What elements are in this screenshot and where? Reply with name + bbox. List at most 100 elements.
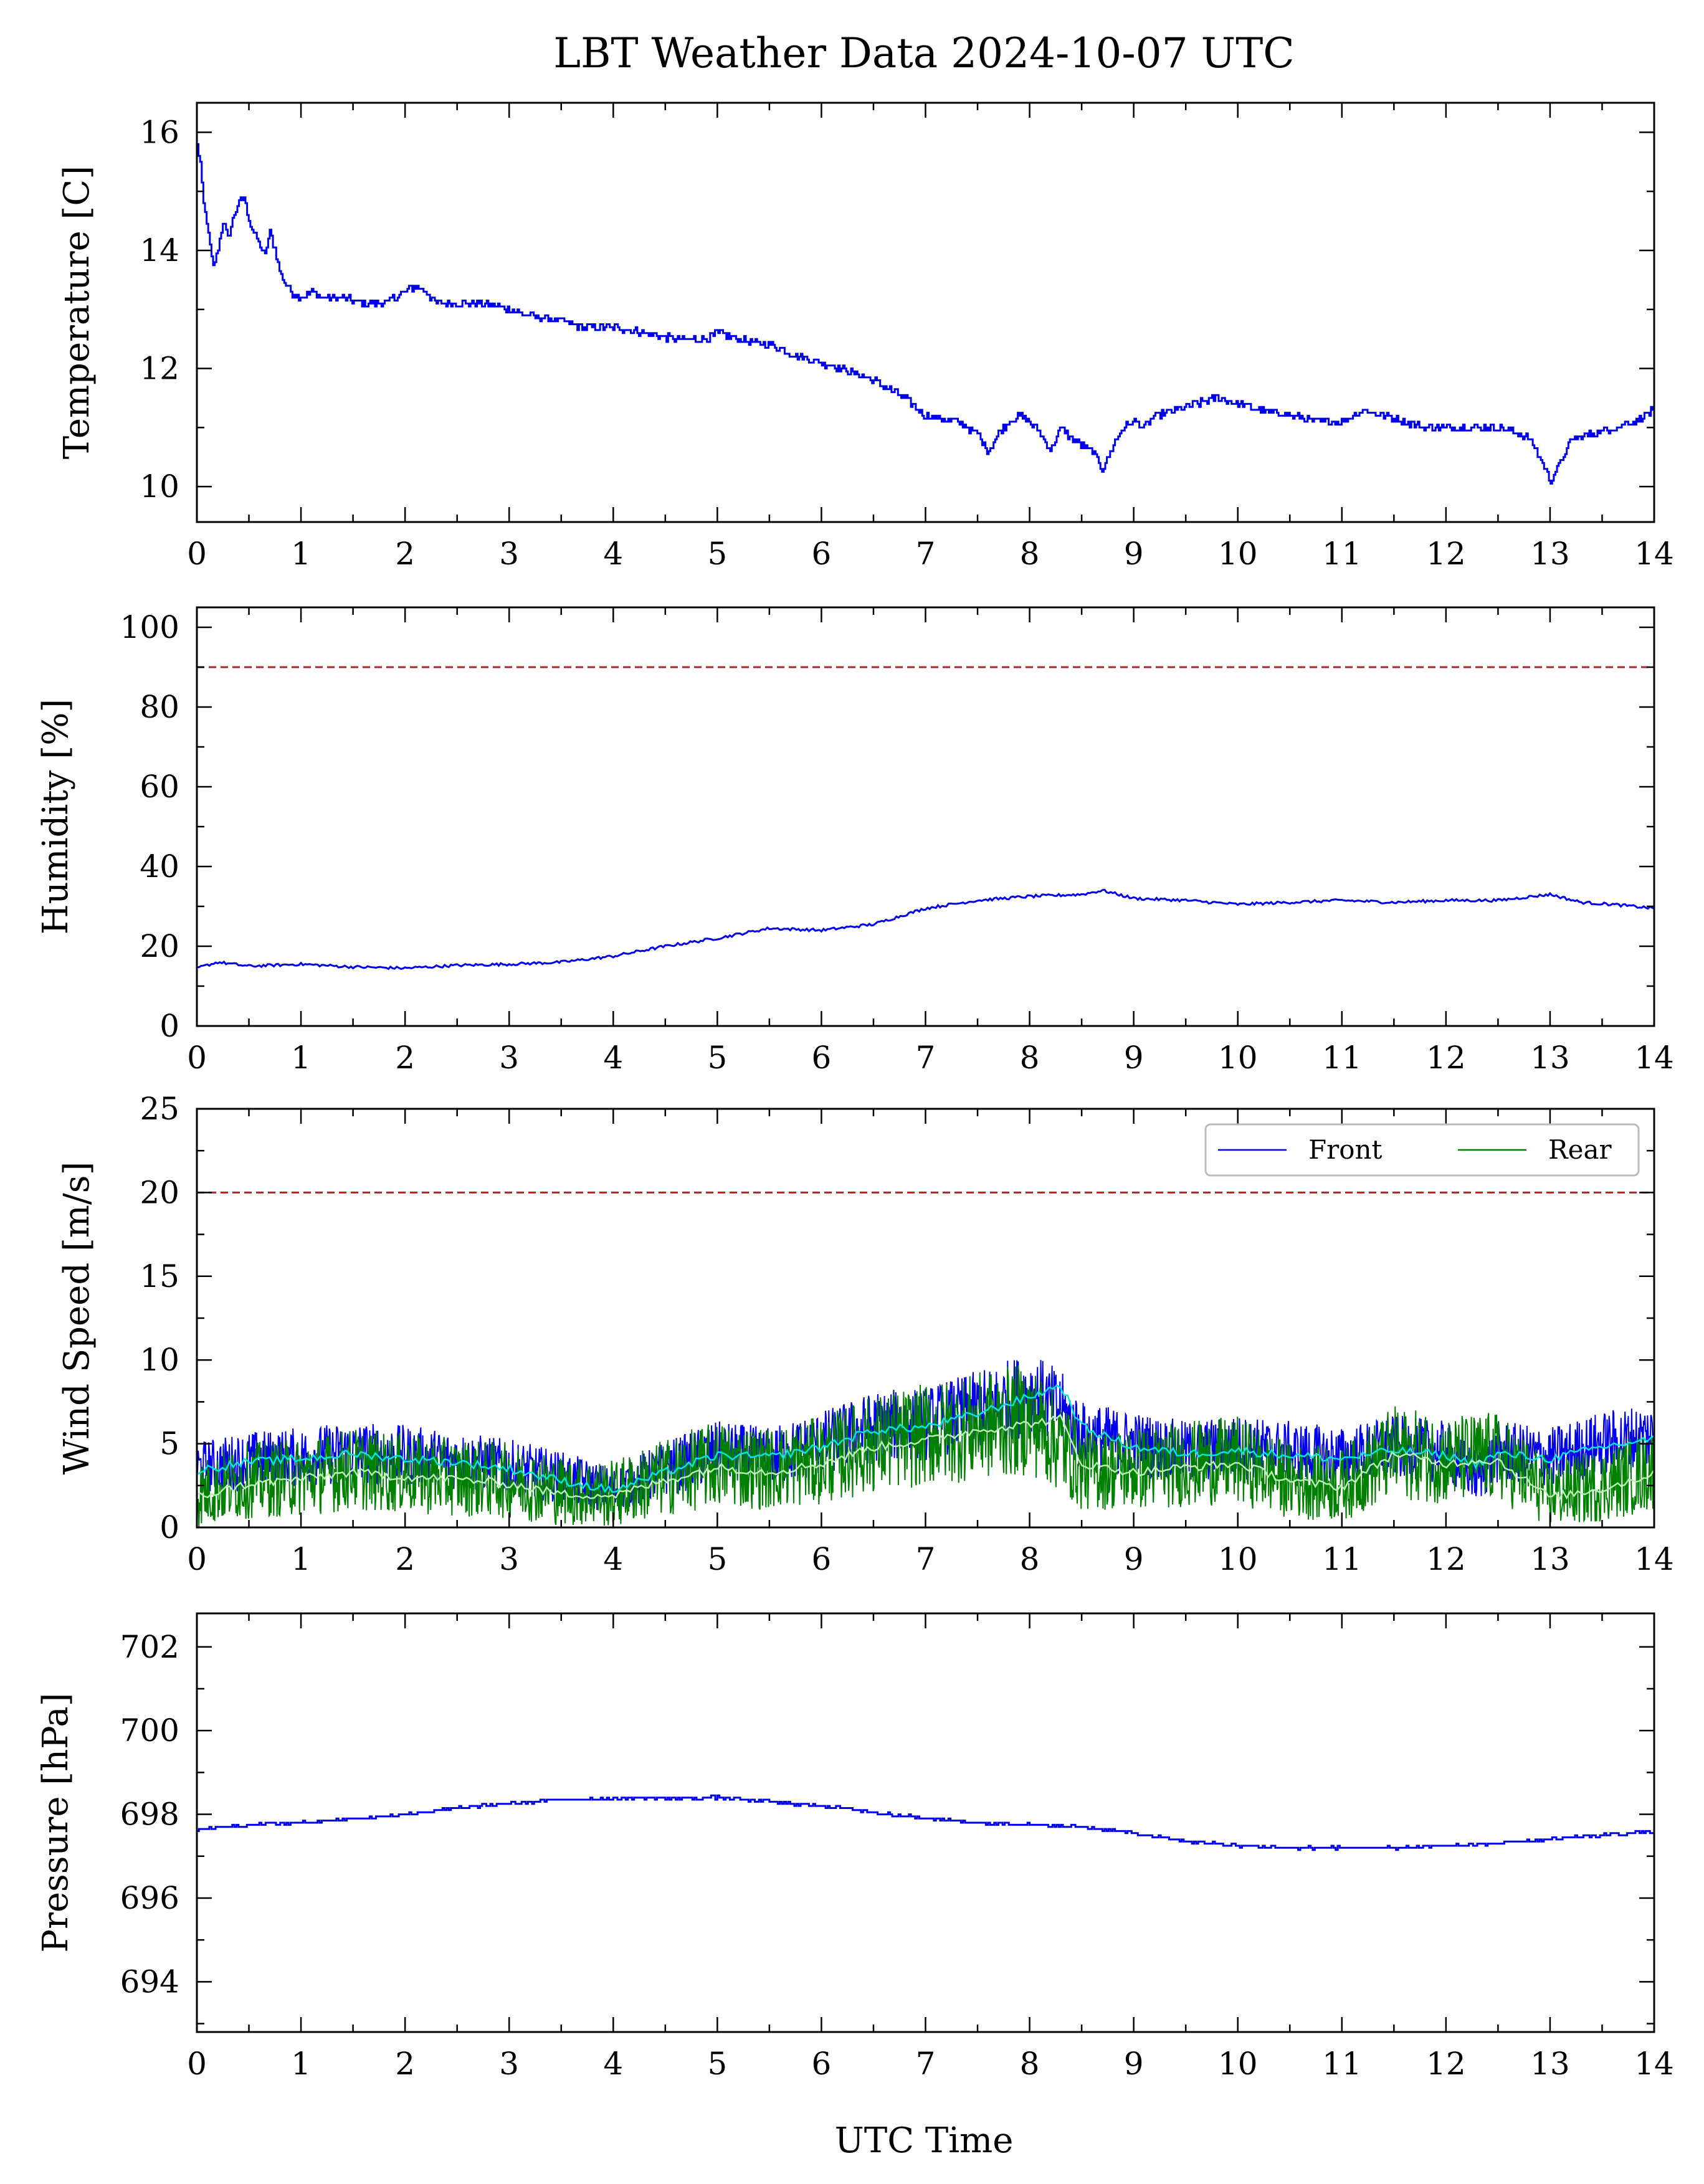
wind-speed-x-tick-label: 2	[395, 1541, 415, 1577]
wind-speed-y-tick-label: 0	[159, 1509, 179, 1545]
temperature-x-tick-label: 12	[1426, 536, 1466, 572]
wind-speed-y-tick-label: 25	[140, 1091, 179, 1127]
temperature-plot-area	[197, 143, 1654, 485]
humidity-panel: 0 1 2 3 4 5 6 7 8 9 10 11 12 13 14020406080100Humidity…	[36, 606, 1674, 1076]
pressure-y-tick-label: 696	[120, 1880, 179, 1916]
humidity-x-tick-label: 10	[1218, 1040, 1258, 1076]
wind-speed-x-tick-label: 7	[916, 1541, 936, 1577]
humidity-x-tick-label: 6	[812, 1040, 832, 1076]
humidity-x-tick-label: 12	[1426, 1040, 1466, 1076]
wind-speed-x-tick-label: 8	[1020, 1541, 1040, 1577]
wind-speed-x-tick-label: 9	[1124, 1541, 1144, 1577]
humidity-y-tick-label: 40	[140, 848, 179, 885]
humidity-y-tick-label: 100	[120, 609, 179, 645]
wind-speed-x-tick-label: 3	[499, 1541, 519, 1577]
temperature-series-line	[197, 143, 1654, 485]
temperature-x-tick-label: 4	[603, 536, 623, 572]
temperature-x-tick-label: 5	[707, 536, 727, 572]
wind-speed-x-tick-label: 6	[812, 1541, 832, 1577]
pressure-x-tick-label: 12	[1426, 2046, 1466, 2082]
temperature-y-axis-label: Temperature [C]	[57, 166, 97, 459]
legend-box	[1204, 1123, 1640, 1177]
temperature-y-tick-label: 14	[140, 232, 179, 268]
wind-legend: Front Rear	[1204, 1123, 1640, 1177]
pressure-plot-area	[197, 1794, 1654, 1851]
pressure-x-tick-label: 3	[499, 2046, 519, 2082]
humidity-y-tick-label: 20	[140, 928, 179, 964]
rear-series-line	[197, 1365, 1654, 1527]
pressure-x-tick-label: 7	[916, 2046, 936, 2082]
humidity-y-tick-label: 60	[140, 769, 179, 805]
temperature-y-tick-label: 16	[140, 114, 179, 150]
pressure-y-tick-label: 702	[120, 1629, 179, 1665]
rear-mean-line	[197, 1413, 1654, 1502]
pressure-x-tick-label: 11	[1322, 2046, 1362, 2082]
pressure-y-tick-label: 698	[120, 1797, 179, 1833]
temperature-y-tick-label: 12	[140, 351, 179, 387]
humidity-series-line	[197, 888, 1654, 971]
figure-title: LBT Weather Data 2024-10-07 UTC	[553, 29, 1295, 77]
pressure-x-tick-label: 4	[603, 2046, 623, 2082]
temperature-panel: 0 1 2 3 4 5 6 7 8 9 10 11 12 13 1410121416Temperature …	[57, 102, 1674, 572]
pressure-panel: 0 1 2 3 4 5 6 7 8 9 10 11 12 13 14694696698700702Press…	[36, 1612, 1674, 2082]
temperature-x-tick-label: 9	[1124, 536, 1144, 572]
wind-speed-x-tick-label: 4	[603, 1541, 623, 1577]
temperature-y-tick-label: 10	[140, 468, 179, 505]
pressure-x-tick-label: 0	[187, 2046, 207, 2082]
wind-speed-x-tick-label: 13	[1530, 1541, 1570, 1577]
temperature-x-tick-label: 1	[291, 536, 311, 572]
wind-speed-y-tick-label: 5	[159, 1426, 179, 1462]
pressure-x-tick-label: 8	[1020, 2046, 1040, 2082]
temperature-x-tick-label: 3	[499, 536, 519, 572]
pressure-y-axis-label: Pressure [hPa]	[36, 1693, 76, 1952]
humidity-y-axis-label: Humidity [%]	[36, 699, 76, 935]
temperature-x-tick-label: 14	[1634, 536, 1674, 572]
wind-speed-y-axis-label: Wind Speed [m/s]	[57, 1162, 97, 1475]
wind-speed-x-tick-label: 11	[1322, 1541, 1362, 1577]
temperature-x-tick-label: 2	[395, 536, 415, 572]
pressure-x-tick-label: 2	[395, 2046, 415, 2082]
humidity-x-tick-label: 7	[916, 1040, 936, 1076]
wind-speed-x-tick-label: 10	[1218, 1541, 1258, 1577]
humidity-x-tick-label: 3	[499, 1040, 519, 1076]
pressure-x-tick-label: 13	[1530, 2046, 1570, 2082]
wind-speed-y-tick-label: 10	[140, 1342, 179, 1378]
wind-speed-y-tick-label: 15	[140, 1258, 179, 1294]
temperature-x-tick-label: 6	[812, 536, 832, 572]
humidity-x-tick-label: 0	[187, 1040, 207, 1076]
wind-speed-x-tick-label: 0	[187, 1541, 207, 1577]
pressure-x-tick-label: 1	[291, 2046, 311, 2082]
pressure-x-tick-label: 6	[812, 2046, 832, 2082]
humidity-x-tick-label: 11	[1322, 1040, 1362, 1076]
humidity-x-tick-label: 8	[1020, 1040, 1040, 1076]
pressure-x-tick-label: 9	[1124, 2046, 1144, 2082]
humidity-plot-area	[197, 666, 1654, 971]
humidity-x-tick-label: 4	[603, 1040, 623, 1076]
chart-panels: 0 1 2 3 4 5 6 7 8 9 10 11 12 13 1410121416Temperature …	[36, 102, 1674, 2082]
pressure-x-tick-label: 14	[1634, 2046, 1674, 2082]
humidity-x-tick-label: 9	[1124, 1040, 1144, 1076]
x-axis-label: UTC Time	[835, 2120, 1014, 2161]
temperature-axes-frame	[196, 102, 1655, 523]
temperature-x-tick-label: 7	[916, 536, 936, 572]
humidity-axes-frame	[196, 606, 1655, 1027]
temperature-x-tick-label: 10	[1218, 536, 1258, 572]
humidity-x-tick-label: 2	[395, 1040, 415, 1076]
pressure-axes-frame	[196, 1612, 1655, 2033]
humidity-x-tick-label: 5	[707, 1040, 727, 1076]
temperature-x-tick-label: 13	[1530, 536, 1570, 572]
wind-speed-x-tick-label: 5	[707, 1541, 727, 1577]
pressure-y-tick-label: 694	[120, 1963, 179, 2000]
wind-speed-x-tick-label: 14	[1634, 1541, 1674, 1577]
humidity-x-tick-label: 14	[1634, 1040, 1674, 1076]
wind-speed-y-tick-label: 20	[140, 1174, 179, 1210]
legend-label-front: Front	[1308, 1134, 1383, 1165]
temperature-x-tick-label: 8	[1020, 536, 1040, 572]
wind-speed-x-tick-label: 12	[1426, 1541, 1466, 1577]
front-mean-line	[197, 1384, 1654, 1494]
humidity-y-tick-label: 0	[159, 1008, 179, 1044]
humidity-x-tick-label: 13	[1530, 1040, 1570, 1076]
wind-speed-x-tick-label: 1	[291, 1541, 311, 1577]
